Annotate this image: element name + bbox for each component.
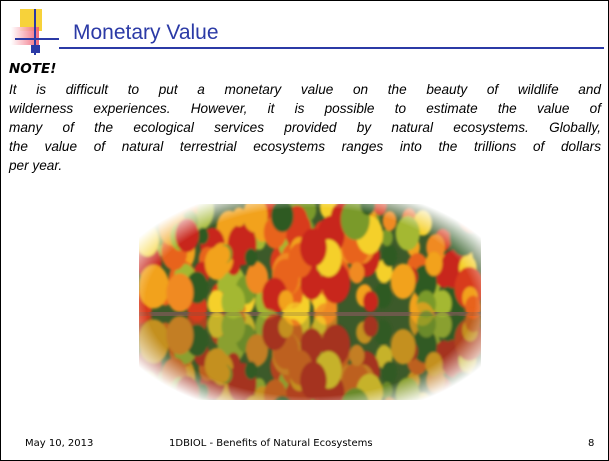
note-line: per year. — [9, 156, 601, 175]
note-heading: NOTE! — [9, 61, 56, 77]
note-line: the value of natural terrestrial ecosyst… — [9, 137, 601, 156]
footer-center: 1DBIOL - Benefits of Natural Ecosystems — [169, 438, 373, 449]
title-decoration — [1, 1, 61, 61]
slide-title: Monetary Value — [73, 21, 219, 45]
footer-date: May 10, 2013 — [25, 438, 93, 449]
note-body: It is difficult to put a monetary value … — [9, 80, 601, 175]
note-line: It is difficult to put a monetary value … — [9, 80, 601, 99]
slide: Monetary Value NOTE! It is difficult to … — [0, 0, 609, 461]
photo-edge — [139, 204, 481, 400]
note-line: many of the ecological services provided… — [9, 118, 601, 137]
blue-square — [31, 45, 40, 53]
page: Monetary Value NOTE! It is difficult to … — [0, 0, 609, 461]
note-line: wilderness experiences. However, it is p… — [9, 99, 601, 118]
page-number: 8 — [588, 438, 594, 449]
autumn-photo — [139, 204, 481, 400]
title-rule — [59, 47, 604, 49]
